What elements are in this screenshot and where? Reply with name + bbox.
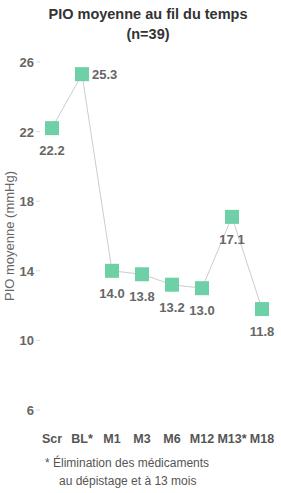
data-label: 17.1 bbox=[219, 232, 244, 247]
data-label: 13.2 bbox=[159, 300, 184, 315]
plot-area bbox=[45, 67, 269, 316]
footnote: au dépistage et à 13 mois bbox=[59, 474, 196, 488]
data-marker bbox=[45, 121, 59, 135]
y-tick-label: 18 bbox=[20, 194, 34, 209]
y-tick bbox=[36, 410, 40, 411]
x-tick-label: BL* bbox=[71, 432, 93, 446]
x-tick-label: M3 bbox=[133, 432, 150, 446]
y-tick-label: 22 bbox=[20, 125, 34, 140]
y-tick bbox=[36, 340, 40, 341]
data-label: 25.3 bbox=[92, 67, 117, 82]
data-label: 13.0 bbox=[189, 303, 214, 318]
y-tick-label: 10 bbox=[20, 333, 34, 348]
y-tick-label: 6 bbox=[27, 403, 34, 418]
data-label: 14.0 bbox=[99, 286, 124, 301]
data-marker bbox=[225, 210, 239, 224]
chart-subtitle: (n=39) bbox=[126, 26, 169, 42]
chart-root: PIO moyenne au fil du temps (n=39) PIO moy… bbox=[0, 0, 281, 493]
y-axis-label: PIO moyenne (mmHg) bbox=[2, 171, 17, 301]
data-label: 22.2 bbox=[39, 143, 64, 158]
data-marker bbox=[195, 281, 209, 295]
y-tick bbox=[36, 270, 40, 271]
x-tick-label: Scr bbox=[42, 432, 62, 446]
data-marker bbox=[255, 302, 269, 316]
y-tick-label: 14 bbox=[20, 264, 35, 279]
data-marker bbox=[135, 267, 149, 281]
x-tick-label: M18 bbox=[250, 432, 274, 446]
data-label: 11.8 bbox=[250, 324, 275, 339]
footnote: * Élimination des médicaments bbox=[45, 455, 209, 470]
x-tick-label: M1 bbox=[103, 432, 120, 446]
x-tick-label: M12 bbox=[190, 432, 214, 446]
data-marker bbox=[75, 67, 89, 81]
data-marker bbox=[165, 278, 179, 292]
y-tick-label: 26 bbox=[20, 55, 34, 70]
data-marker bbox=[105, 264, 119, 278]
data-line bbox=[52, 74, 262, 309]
y-tick bbox=[36, 62, 40, 63]
y-tick bbox=[36, 201, 40, 202]
chart-title: PIO moyenne au fil du temps bbox=[48, 6, 247, 22]
data-label: 13.8 bbox=[129, 289, 154, 304]
chart-svg: PIO moyenne au fil du temps (n=39) PIO moy… bbox=[0, 0, 281, 493]
x-tick-label: M6 bbox=[163, 432, 180, 446]
x-tick-label: M13* bbox=[217, 432, 246, 446]
y-tick bbox=[36, 131, 40, 132]
